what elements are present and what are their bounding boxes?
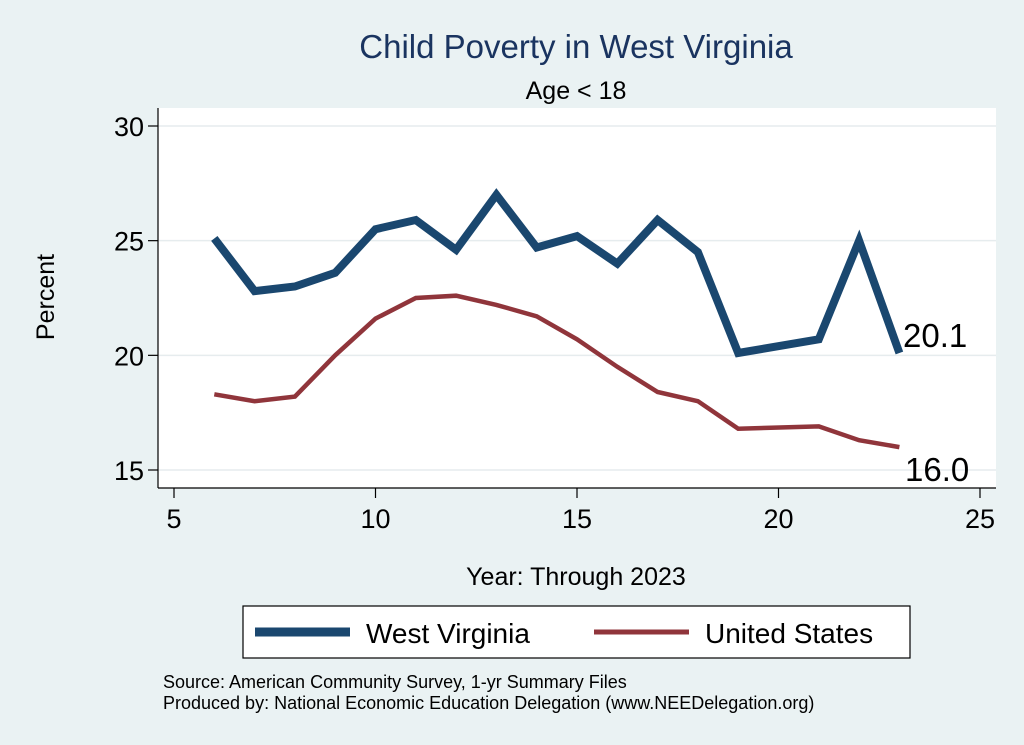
- series-lines: [211, 188, 904, 450]
- chart-title: Child Poverty in West Virginia: [359, 28, 793, 65]
- y-tick-label-30: 30: [114, 112, 144, 142]
- x-axis-label: Year: Through 2023: [466, 563, 686, 591]
- x-tick-label-10: 10: [360, 504, 390, 534]
- series-line-west-virginia: [211, 188, 904, 358]
- legend-label-west-virginia: West Virginia: [366, 618, 530, 649]
- x-tick-label-15: 15: [562, 504, 592, 534]
- producer-note: Produced by: National Economic Education…: [163, 693, 814, 713]
- x-tick-label-5: 5: [166, 504, 181, 534]
- axes: 15 20 25 30 5 10 15 20 25: [114, 108, 996, 534]
- plot-area: [158, 108, 996, 488]
- y-tick-label-15: 15: [114, 456, 144, 486]
- y-tick-label-20: 20: [114, 341, 144, 371]
- y-tick-label-25: 25: [114, 227, 144, 257]
- end-label-west-virginia: 20.1: [903, 317, 967, 354]
- end-label-united-states: 16.0: [905, 451, 969, 488]
- legend-box: [242, 605, 911, 659]
- x-tick-label-20: 20: [763, 504, 793, 534]
- series-line-united-states: [213, 293, 900, 450]
- y-axis-label: Percent: [32, 254, 60, 340]
- x-tick-label-25: 25: [965, 504, 995, 534]
- chart-subtitle: Age < 18: [526, 77, 627, 105]
- legend: West Virginia United States: [242, 605, 911, 659]
- source-note: Source: American Community Survey, 1-yr …: [163, 672, 627, 692]
- legend-label-united-states: United States: [705, 618, 873, 649]
